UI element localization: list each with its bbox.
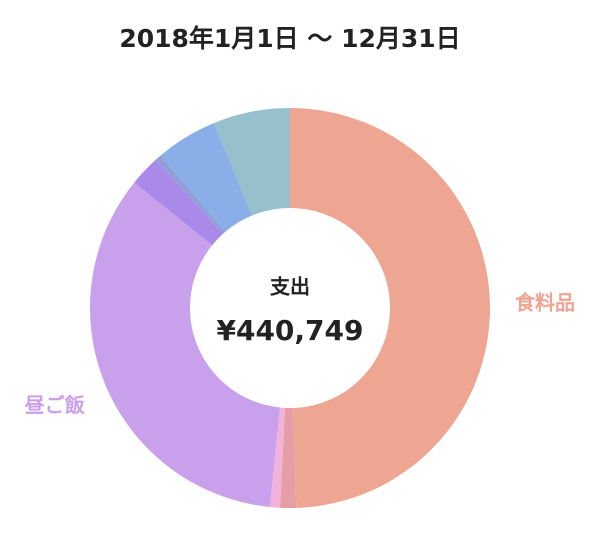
chart-title: 2018年1月1日 〜 12月31日 [119, 24, 460, 53]
segment-label: 昼ご飯 [25, 393, 85, 417]
segment [160, 122, 253, 232]
center-value: ¥440,749 [216, 314, 363, 347]
segment [134, 159, 223, 246]
segment [279, 407, 297, 508]
segment [155, 155, 226, 234]
segment [214, 108, 290, 216]
segment [269, 407, 285, 508]
segment [90, 182, 280, 507]
center-label: 支出 [270, 275, 310, 299]
segment-label: 食料品 [515, 290, 575, 314]
segment [290, 108, 490, 508]
